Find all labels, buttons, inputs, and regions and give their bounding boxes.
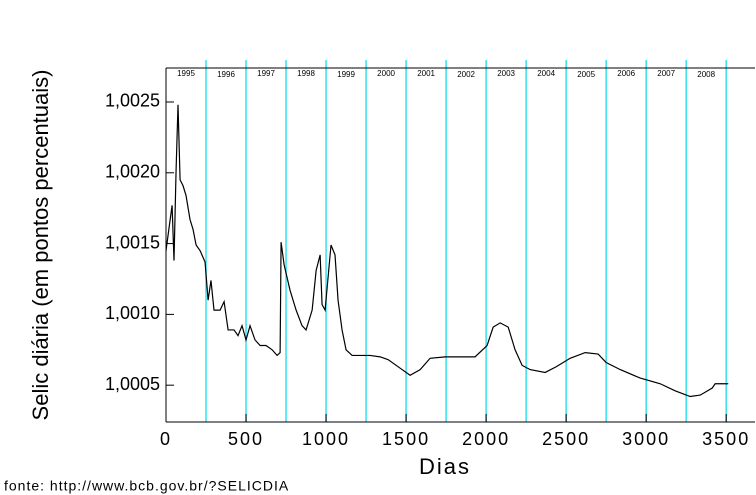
y-tick-label: 1,0010 xyxy=(105,303,160,323)
year-label: 2005 xyxy=(577,70,595,79)
y-axis-label: Selic diária (em pontos percentuais) xyxy=(28,70,53,421)
year-label: 1997 xyxy=(257,69,275,78)
year-label: 2001 xyxy=(417,69,435,78)
x-tick-label: 2500 xyxy=(542,429,590,449)
year-label: 1996 xyxy=(217,70,235,79)
x-tick-label: 3000 xyxy=(622,429,670,449)
year-label: 2002 xyxy=(457,70,475,79)
x-tick-label: 1000 xyxy=(302,429,350,449)
series-line xyxy=(165,104,729,398)
x-tick-label: 1500 xyxy=(382,429,430,449)
year-label: 2008 xyxy=(697,70,715,79)
y-tick-label: 1,0025 xyxy=(105,91,160,111)
year-label: 2007 xyxy=(657,69,675,78)
year-label: 2004 xyxy=(537,69,555,78)
x-tick-label: 2000 xyxy=(462,429,510,449)
year-label: 2003 xyxy=(497,69,515,78)
x-tick-label: 3500 xyxy=(702,429,750,449)
y-tick-label: 1,0020 xyxy=(105,162,160,182)
y-tick-label: 1,0005 xyxy=(105,374,160,394)
x-tick-label: 0 xyxy=(160,429,172,449)
year-label: 1999 xyxy=(337,70,355,79)
year-label: 2000 xyxy=(377,69,395,78)
year-label: 2006 xyxy=(617,69,635,78)
year-label: 1995 xyxy=(177,69,195,78)
year-label: 1998 xyxy=(297,69,315,78)
x-tick-label: 500 xyxy=(228,429,264,449)
x-axis-label: Dias xyxy=(419,454,471,479)
source-note: fonte: http://www.bcb.gov.br/?SELICDIA xyxy=(4,478,289,494)
y-tick-label: 1,0015 xyxy=(105,232,160,252)
